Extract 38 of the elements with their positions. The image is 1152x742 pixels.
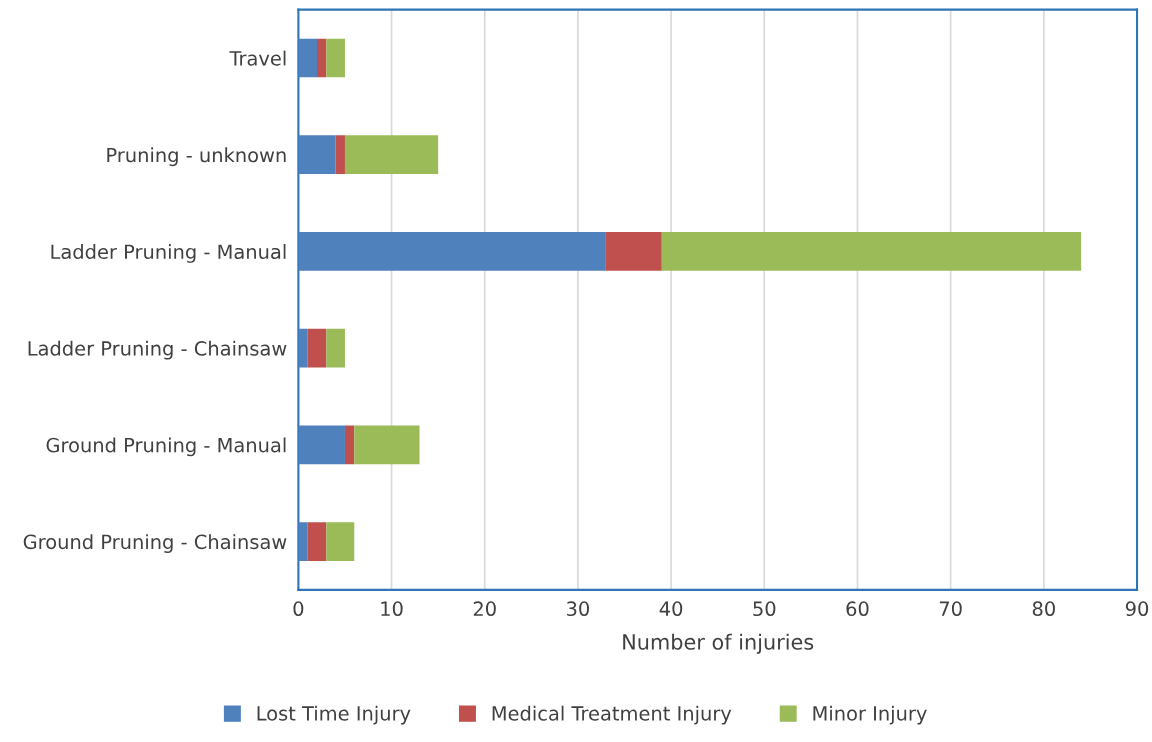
legend-label: Medical Treatment Injury bbox=[492, 705, 732, 725]
bar bbox=[298, 232, 606, 271]
bar bbox=[317, 38, 327, 78]
bar bbox=[298, 522, 308, 561]
x-tick-label: 0 bbox=[293, 601, 304, 617]
x-tick-label: 30 bbox=[567, 601, 589, 617]
y-tick-label: Travel bbox=[229, 50, 286, 66]
bar bbox=[326, 38, 345, 78]
x-tick-label: 40 bbox=[659, 601, 683, 617]
bar bbox=[298, 328, 308, 368]
bar bbox=[344, 425, 355, 465]
x-tick-label: 20 bbox=[473, 601, 496, 617]
bar bbox=[344, 135, 439, 175]
bar bbox=[326, 522, 355, 561]
bar bbox=[326, 328, 345, 368]
legend-label: Lost Time Injury bbox=[257, 705, 411, 725]
x-tick-label: 10 bbox=[381, 601, 403, 617]
x-tick-label: 50 bbox=[753, 601, 776, 617]
legend-label: Minor Injury bbox=[813, 705, 927, 725]
y-tick-label: Ground Pruning - Chainsaw bbox=[23, 534, 287, 553]
bar bbox=[661, 232, 1082, 271]
x-tick-label: 90 bbox=[1125, 601, 1149, 617]
x-tick-label: 70 bbox=[939, 601, 962, 617]
bar bbox=[354, 425, 420, 465]
y-tick-label: Ladder Pruning - Chainsaw bbox=[28, 340, 287, 360]
y-tick-label: Ground Pruning - Manual bbox=[46, 437, 286, 457]
bar bbox=[605, 232, 662, 271]
bar bbox=[298, 38, 317, 78]
x-tick-label: 60 bbox=[846, 601, 869, 617]
bar bbox=[307, 522, 327, 561]
bar bbox=[335, 135, 345, 175]
x-axis-title: Number of injuries bbox=[623, 633, 814, 654]
bar bbox=[298, 425, 345, 465]
y-tick-label: Ladder Pruning - Manual bbox=[51, 244, 286, 263]
y-tick-label: Pruning - unknown bbox=[107, 147, 286, 167]
bar bbox=[307, 328, 327, 368]
x-tick-label: 80 bbox=[1032, 601, 1055, 617]
bar bbox=[298, 135, 336, 175]
